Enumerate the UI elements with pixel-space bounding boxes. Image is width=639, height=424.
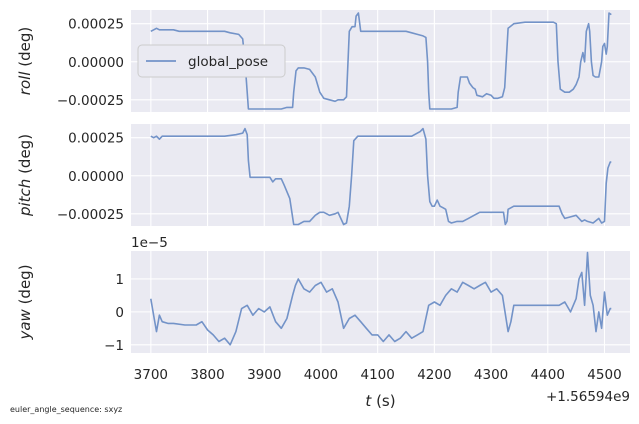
x-tick-label: 3900 (247, 367, 281, 383)
legend-label: global_pose (188, 54, 268, 70)
y-tick-label: 0.00000 (68, 55, 124, 71)
x-tick-label: 4100 (360, 367, 394, 383)
y-axis-label: roll (deg) (16, 27, 34, 95)
x-tick-label: 4000 (304, 367, 338, 383)
y-axis-label-unit: (deg) (16, 134, 34, 179)
y-axis-label-variable: roll (16, 71, 34, 96)
y-axis-label-unit: (deg) (16, 27, 34, 72)
y-axis-label-unit: (deg) (16, 264, 34, 309)
x-tick-label: 4400 (531, 367, 565, 383)
y-tick-label: −0.00025 (57, 93, 124, 109)
panel-pitch: −0.00025 0.00000 0.00025 pitch (deg) (16, 124, 630, 226)
y-axis-label-variable: pitch (16, 179, 34, 217)
series-line-global_pose (150, 251, 612, 346)
x-axis-label-variable: t (365, 392, 372, 410)
legend: global_pose (137, 44, 286, 78)
x-tick-label: 4500 (587, 367, 621, 383)
x-axis-label-unit: (s) (371, 392, 395, 410)
plot-background (131, 124, 630, 226)
y-tick-label: −0.00025 (57, 207, 124, 223)
y-axis-label: pitch (deg) (16, 134, 34, 217)
footnote: euler_angle_sequence: sxyz (10, 405, 122, 414)
y-tick-label: 0 (115, 305, 124, 321)
x-tick-label: 3700 (134, 367, 168, 383)
x-tick-label: 4300 (474, 367, 508, 383)
legend-box (137, 44, 286, 78)
series-line-global_pose (150, 12, 612, 110)
series-line-global_pose (150, 127, 612, 226)
panel-roll: −0.00025 0.00000 0.00025 roll (deg) global_p… (16, 10, 630, 112)
y-axis-label-variable: yaw (16, 308, 34, 340)
y-tick-label: 0.00000 (68, 169, 124, 185)
y-tick-label: 1 (115, 272, 124, 288)
x-tick-label: 4200 (417, 367, 451, 383)
y-tick-label: −1 (104, 338, 124, 354)
x-tick-label: 3800 (190, 367, 224, 383)
x-axis-label: t (s) (365, 392, 395, 410)
y-scale-label: 1e−5 (131, 235, 168, 251)
y-tick-label: 0.00025 (68, 17, 124, 33)
y-tick-label: 0.00025 (68, 131, 124, 147)
panel-yaw: −1 0 1 yaw (deg) 3700 3800 3900 4000 4100 4200 430… (16, 235, 630, 410)
y-axis-label: yaw (deg) (16, 264, 34, 340)
x-offset-label: +1.56594e9 (546, 389, 630, 405)
